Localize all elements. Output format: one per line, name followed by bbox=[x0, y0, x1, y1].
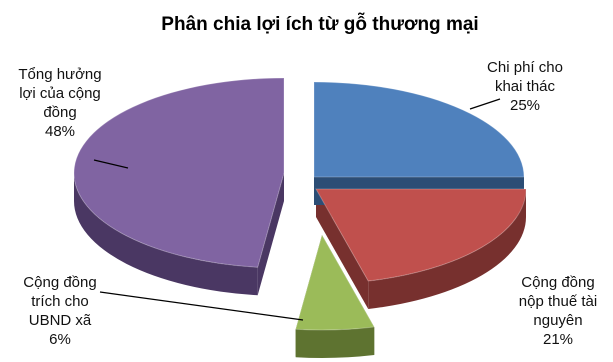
slice-label-line: Chi phí cho bbox=[487, 59, 563, 76]
slice-wall-2-2 bbox=[316, 189, 369, 310]
slice-side-2 bbox=[368, 189, 526, 310]
slice-label-4: Tổng hưởng lợi của cộng đồng 48% bbox=[18, 66, 101, 140]
slice-label-line: khai thác bbox=[495, 78, 556, 95]
slice-label-line: Cộng đồng bbox=[23, 274, 96, 291]
chart-title: Phân chia lợi ích từ gỗ thương mại bbox=[161, 13, 478, 35]
slice-label-line: Tổng hưởng bbox=[18, 66, 101, 83]
leader-line-1 bbox=[469, 98, 501, 110]
slice-label-line: đồng bbox=[43, 104, 76, 121]
slice-label-line: nguyên bbox=[533, 312, 582, 329]
leader-lines bbox=[93, 98, 501, 321]
slice-percent-1: 25% bbox=[510, 97, 540, 114]
slice-percent-3: 6% bbox=[49, 331, 71, 348]
slice-label-3: Cộng đồng trích cho UBND xã 6% bbox=[23, 274, 96, 348]
slice-label-line: trích cho bbox=[31, 293, 89, 310]
slice-label-line: lợi của cộng bbox=[19, 85, 101, 102]
slice-top-2 bbox=[315, 188, 527, 282]
slice-wall-4-1 bbox=[257, 173, 284, 296]
slice-percent-4: 48% bbox=[45, 123, 75, 140]
slice-top-1 bbox=[313, 81, 525, 178]
slice-top-4 bbox=[73, 77, 285, 268]
leader-line-3 bbox=[99, 291, 304, 321]
leader-line-4 bbox=[93, 159, 129, 169]
slice-side-4 bbox=[74, 173, 258, 296]
slice-label-line: nộp thuế tài bbox=[519, 293, 597, 310]
slice-side-3 bbox=[295, 327, 375, 359]
slice-label-line: UBND xã bbox=[29, 312, 92, 329]
slice-label-1: Chi phí cho khai thác 25% bbox=[487, 59, 563, 114]
pie-tops bbox=[73, 77, 527, 331]
slice-label-2: Cộng đồng nộp thuế tài nguyên 21% bbox=[519, 274, 597, 348]
slice-labels: Chi phí cho khai thác 25% Cộng đồng nộp thuế… bbox=[18, 59, 597, 348]
slice-percent-2: 21% bbox=[543, 331, 573, 348]
slice-label-line: Cộng đồng bbox=[521, 274, 594, 291]
slice-top-3 bbox=[295, 233, 376, 331]
